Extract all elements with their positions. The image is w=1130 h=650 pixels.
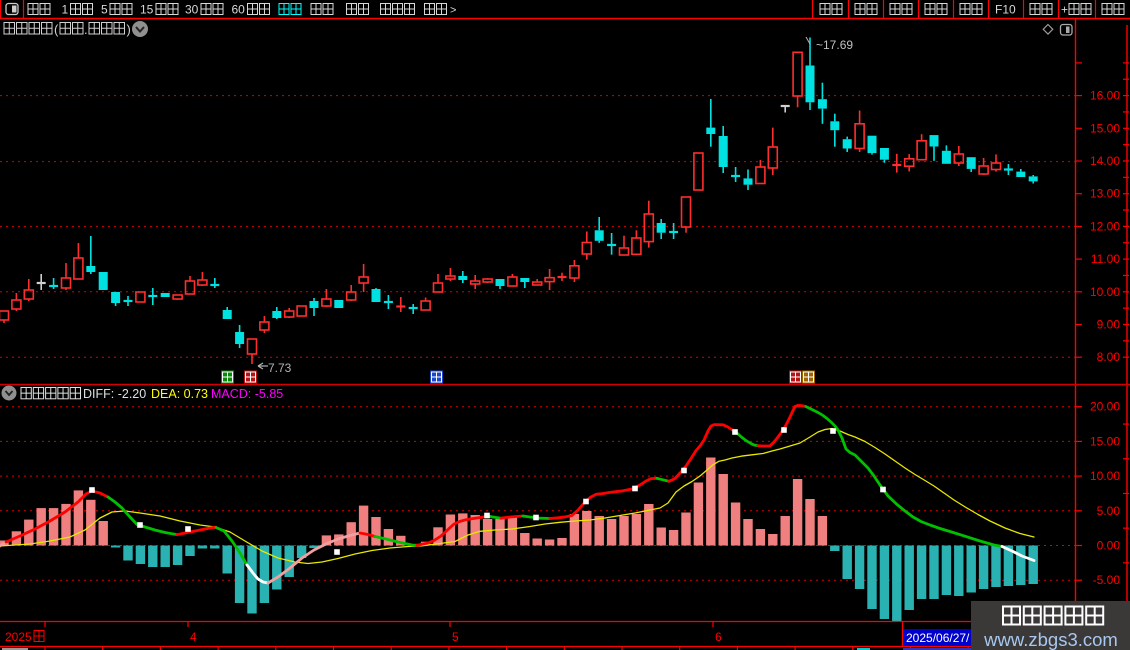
svg-text:15.00: 15.00	[1090, 121, 1120, 135]
svg-text:F10: F10	[995, 3, 1016, 17]
svg-text:MACD: -5.85: MACD: -5.85	[211, 387, 283, 401]
svg-text:-5.00: -5.00	[1093, 573, 1121, 587]
svg-text:10.00: 10.00	[1090, 285, 1120, 299]
svg-text:+: +	[1061, 3, 1068, 17]
svg-text:15: 15	[140, 3, 154, 17]
svg-text:DEA: 0.73: DEA: 0.73	[151, 387, 208, 401]
svg-text:20.00: 20.00	[1090, 400, 1120, 414]
svg-text:7.73: 7.73	[268, 361, 292, 375]
svg-text:): )	[127, 22, 131, 37]
svg-text:10.00: 10.00	[1090, 469, 1120, 483]
svg-text:14.00: 14.00	[1090, 154, 1120, 168]
svg-text:16.00: 16.00	[1090, 89, 1120, 103]
svg-text:>: >	[450, 5, 456, 17]
svg-text:12.00: 12.00	[1090, 219, 1120, 233]
svg-text:1: 1	[62, 3, 69, 17]
svg-text:5: 5	[452, 630, 459, 644]
svg-text:DIFF: -2.20: DIFF: -2.20	[83, 387, 146, 401]
svg-text:5: 5	[101, 3, 108, 17]
svg-text:0.00: 0.00	[1097, 539, 1121, 553]
svg-text:8.00: 8.00	[1097, 350, 1121, 364]
svg-text:5.00: 5.00	[1097, 504, 1121, 518]
svg-text:www.zbgs3.com: www.zbgs3.com	[983, 629, 1118, 650]
svg-text:9.00: 9.00	[1097, 318, 1121, 332]
svg-text:30: 30	[185, 3, 199, 17]
svg-text:2025/06/27/: 2025/06/27/	[906, 631, 970, 645]
svg-text:15.00: 15.00	[1090, 434, 1120, 448]
svg-text:4: 4	[190, 630, 197, 644]
svg-text:6: 6	[715, 630, 722, 644]
svg-text:11.00: 11.00	[1091, 252, 1120, 266]
svg-text:(: (	[54, 22, 59, 37]
svg-text:60: 60	[232, 3, 246, 17]
svg-text:2025: 2025	[5, 630, 32, 644]
svg-text:~17.69: ~17.69	[816, 38, 853, 52]
svg-text:.: .	[84, 22, 88, 37]
svg-text:13.00: 13.00	[1090, 187, 1120, 201]
